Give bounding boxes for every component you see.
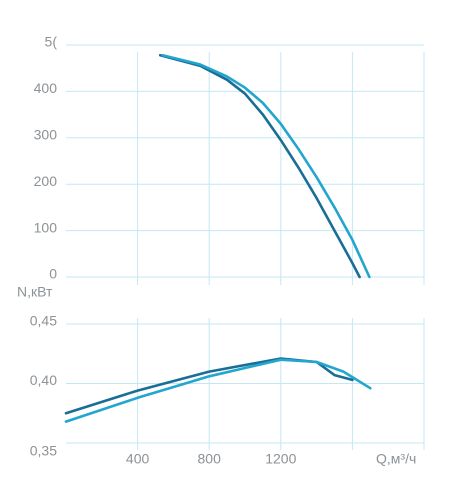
data-line <box>161 53 371 279</box>
y-tick-label: 300 <box>34 127 58 143</box>
data-line <box>64 358 372 423</box>
y-axis-label: N,кВт <box>17 284 53 300</box>
y-tick-label: 200 <box>34 173 58 189</box>
y-tick-label: 100 <box>34 219 58 235</box>
x-axis-label: Q,м³/ч <box>376 451 416 467</box>
y-tick-label: 0 <box>49 266 57 282</box>
data-line <box>158 53 361 279</box>
y-tick-label: 400 <box>34 80 58 96</box>
x-tick-label: 400 <box>126 451 150 467</box>
x-tick-label: 1200 <box>265 451 296 467</box>
y-tick-label: 0,40 <box>30 372 57 388</box>
y-tick-label: 5( <box>45 34 58 50</box>
x-tick-label: 800 <box>198 451 222 467</box>
y-tick-label: 0,45 <box>30 313 57 329</box>
y-tick-label: 0,35 <box>30 443 57 459</box>
